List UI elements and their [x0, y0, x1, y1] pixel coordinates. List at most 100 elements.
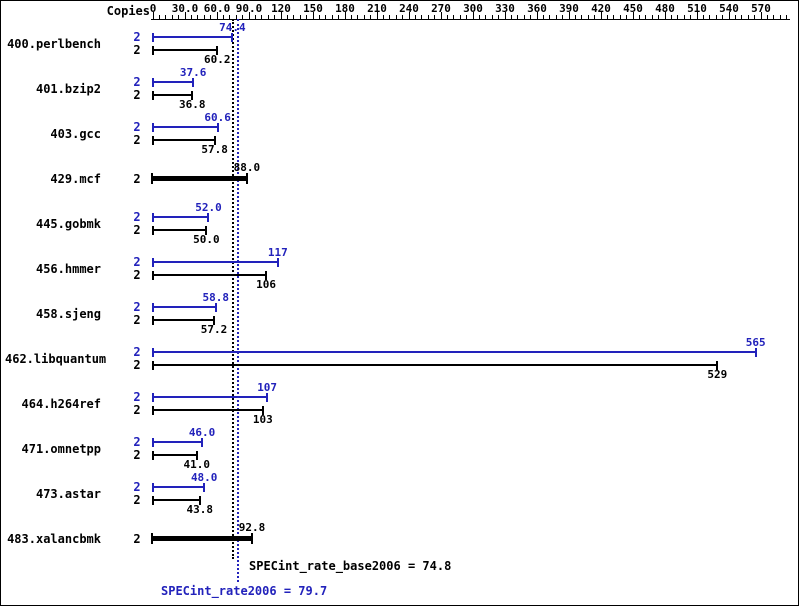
benchmark-label: 458.sjeng [35, 306, 101, 321]
x-axis-minor-tick [709, 15, 711, 19]
x-axis-minor-tick [562, 15, 564, 19]
x-axis-minor-tick [587, 15, 589, 19]
x-axis-minor-tick [606, 15, 608, 19]
bar-left-cap [151, 270, 154, 280]
bar-end-cap [207, 212, 210, 222]
bar-end-cap [754, 347, 757, 357]
x-axis-minor-tick [267, 15, 269, 19]
bar-base [153, 49, 218, 51]
x-axis-minor-tick [619, 15, 621, 19]
x-axis-minor-tick [683, 15, 685, 19]
bar-value-label: 103 [252, 413, 273, 426]
x-axis-tick-label: 330 [495, 2, 515, 15]
copies-label: 2 [133, 223, 141, 237]
x-axis-minor-tick [171, 15, 173, 19]
bar-left-cap [151, 32, 154, 42]
x-axis-tick-label: 240 [399, 2, 419, 15]
bar-value-label: 106 [256, 278, 276, 291]
bar-left-cap [151, 347, 154, 357]
copies-label: 2 [133, 120, 141, 134]
x-axis-minor-tick [331, 15, 333, 19]
bar-left-cap [151, 405, 154, 415]
bar-value-label: 41.0 [183, 458, 210, 471]
bar-left-cap [151, 45, 154, 55]
bar-left-cap [151, 90, 154, 100]
copies-label: 2 [133, 435, 141, 449]
x-axis-minor-tick [613, 15, 615, 19]
x-axis-minor-tick [165, 15, 167, 19]
x-axis-tick-label: 150 [303, 2, 323, 15]
bar-left-cap [151, 360, 154, 370]
bar-value-label: 74.4 [219, 21, 246, 34]
copies-label: 2 [133, 390, 141, 404]
x-axis-major-tick [408, 12, 410, 19]
bar-value-label: 107 [257, 381, 278, 394]
x-axis-minor-tick [478, 15, 480, 19]
x-axis-tick-label: 120 [271, 2, 291, 15]
benchmark-label: 462.libquantum [5, 351, 107, 366]
x-axis-minor-tick [395, 15, 397, 19]
x-axis-minor-tick [491, 15, 493, 19]
x-axis-minor-tick [498, 15, 500, 19]
x-axis-tick-label: 390 [559, 2, 579, 15]
benchmark-label: 456.hmmer [35, 261, 101, 276]
benchmark-label: 403.gcc [50, 126, 101, 141]
x-axis-minor-tick [485, 15, 487, 19]
benchmark-label: 471.omnetpp [21, 441, 101, 456]
x-axis-major-tick [440, 12, 442, 19]
bar-value-label: 50.0 [193, 233, 220, 246]
bar-end-cap [266, 392, 269, 402]
bar-peak [153, 306, 216, 308]
x-axis-minor-tick [523, 15, 525, 19]
x-axis-minor-tick [645, 15, 647, 19]
x-axis-minor-tick [677, 15, 679, 19]
x-axis-tick-label: 540 [719, 2, 739, 15]
bar-left-cap [151, 392, 154, 402]
x-axis-minor-tick [293, 15, 295, 19]
benchmark-label: 429.mcf [50, 171, 101, 186]
bar-end-cap [265, 270, 268, 280]
x-axis-minor-tick [190, 15, 192, 19]
bar-peak [153, 261, 278, 263]
copies-label: 2 [133, 358, 141, 372]
x-axis-minor-tick [261, 15, 263, 19]
bar-left-cap [151, 212, 154, 222]
bar-end-cap [201, 437, 204, 447]
x-axis-major-tick [472, 12, 474, 19]
x-axis-minor-tick [651, 15, 653, 19]
x-axis-tick-label: 180 [335, 2, 355, 15]
bar-value-label: 565 [745, 336, 766, 349]
x-axis-line [151, 19, 790, 20]
bar-end-cap [216, 45, 219, 55]
x-axis-minor-tick [446, 15, 448, 19]
x-axis-minor-tick [459, 15, 461, 19]
summary-peak-text: SPECint_rate2006 = 79.7 [161, 584, 328, 598]
x-axis-minor-tick [549, 15, 551, 19]
x-axis-minor-tick [754, 15, 756, 19]
bar-peak [153, 81, 194, 83]
bar-left-cap [151, 225, 154, 235]
bar-both [153, 536, 252, 541]
bar-end-cap [213, 315, 215, 325]
copies-label: 2 [133, 448, 141, 462]
x-axis-minor-tick [402, 15, 404, 19]
bar-end-cap [716, 360, 719, 370]
copies-label: 2 [133, 133, 141, 147]
summary-base-text: SPECint_rate_base2006 = 74.8 [249, 559, 452, 573]
x-axis-minor-tick [779, 15, 781, 19]
bar-end-cap [191, 90, 194, 100]
bar-end-cap [250, 533, 253, 544]
benchmark-label: 401.bzip2 [35, 81, 101, 96]
x-axis-minor-tick [357, 15, 359, 19]
copies-label: 2 [133, 531, 141, 546]
bar-left-cap [151, 302, 154, 312]
bar-peak [153, 396, 268, 398]
bar-value-label: 43.8 [186, 503, 213, 516]
x-axis-tick-label: 30.0 [171, 2, 199, 15]
x-axis-minor-tick [702, 15, 704, 19]
bar-end-cap [198, 495, 201, 505]
x-axis-minor-tick [574, 15, 576, 19]
x-axis-major-tick [312, 12, 314, 19]
bar-left-cap [151, 495, 154, 505]
